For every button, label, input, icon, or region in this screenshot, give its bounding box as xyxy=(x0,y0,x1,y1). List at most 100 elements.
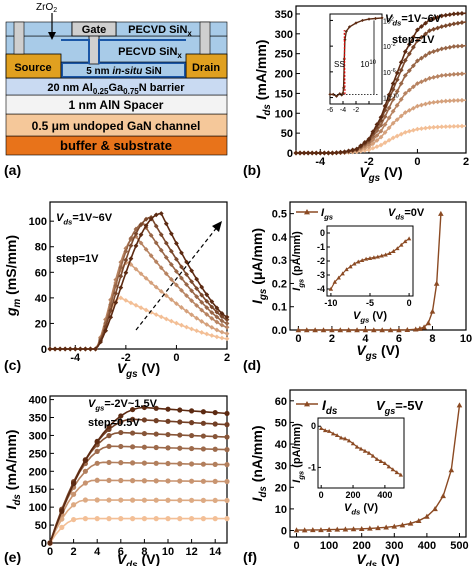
transfer-point xyxy=(390,108,396,114)
transfer-point xyxy=(402,91,408,96)
gm-point xyxy=(77,346,83,352)
output-point xyxy=(189,461,195,467)
inset-x-tick-label: 0 xyxy=(407,298,412,308)
inset-point xyxy=(373,16,378,21)
gm-point xyxy=(67,346,73,352)
ids-point xyxy=(350,526,357,532)
transfer-point xyxy=(419,55,424,61)
y-tick-label: 40 xyxy=(35,293,47,305)
inset-x-tick-label: 0 xyxy=(319,490,324,500)
transfer-point xyxy=(431,124,437,130)
transfer-point xyxy=(439,13,445,19)
transfer-point xyxy=(313,150,319,156)
inset-log-curve xyxy=(330,17,383,98)
legend-label: Igs xyxy=(321,207,334,221)
igs-point xyxy=(417,325,423,331)
y-tick-label: 30 xyxy=(275,461,287,473)
transfer-point xyxy=(410,44,416,50)
output-point xyxy=(141,497,147,503)
output-point xyxy=(141,478,147,484)
gm-point xyxy=(153,284,159,290)
gm-point xyxy=(163,293,169,298)
output-point xyxy=(177,478,183,484)
inset-point xyxy=(394,470,400,475)
gm-point xyxy=(204,331,210,337)
transfer-point xyxy=(427,17,432,23)
igs-point xyxy=(303,327,310,333)
gm-point xyxy=(204,298,210,304)
transfer-point xyxy=(366,144,372,150)
transfer-point xyxy=(451,98,457,103)
transfer-point xyxy=(410,105,416,111)
x-tick-label: 2 xyxy=(329,333,335,345)
gm-point xyxy=(113,277,119,283)
transfer-point xyxy=(455,123,461,129)
x-tick-label: 4 xyxy=(362,333,369,345)
ids-point xyxy=(326,526,332,532)
gm-point xyxy=(168,277,174,282)
inset-point xyxy=(342,436,348,441)
inset-x-tick-label: -2 xyxy=(353,107,359,114)
gm-point xyxy=(163,316,169,322)
output-point xyxy=(224,497,230,504)
igs-point xyxy=(371,327,377,333)
x-tick-label: 8 xyxy=(141,546,147,558)
y-tick-label: 50 xyxy=(281,128,293,140)
inset-point xyxy=(332,279,338,284)
igs-point xyxy=(379,327,385,333)
gm-point xyxy=(153,212,159,218)
output-point xyxy=(177,432,183,438)
transfer-point xyxy=(398,81,404,86)
gm-point xyxy=(214,334,220,340)
gm-point xyxy=(184,272,189,277)
output-point xyxy=(165,431,171,438)
gm-point xyxy=(179,275,184,281)
igs-point xyxy=(337,327,344,333)
gm-point xyxy=(179,305,184,310)
transfer-point xyxy=(390,120,396,126)
transfer-point xyxy=(410,84,416,90)
x-tick-label: 0 xyxy=(414,156,420,168)
ids-point xyxy=(391,523,398,529)
y-tick-label: 20 xyxy=(35,318,47,330)
output-point xyxy=(165,478,171,484)
output-point xyxy=(212,497,218,504)
y-tick-label: 40 xyxy=(275,439,287,451)
gm-point xyxy=(179,322,184,328)
igs-point xyxy=(320,327,327,333)
inset-point xyxy=(406,236,412,241)
gm-point xyxy=(103,328,109,334)
gm-point xyxy=(153,223,159,229)
gm-point xyxy=(123,270,129,276)
ids-point xyxy=(415,517,422,524)
inset-point xyxy=(374,456,380,461)
igs-point xyxy=(396,327,402,333)
transfer-point xyxy=(427,125,432,130)
x-tick-label: 10 xyxy=(162,546,174,558)
transfer-point xyxy=(402,129,408,135)
gm-point xyxy=(128,300,134,306)
y-tick-label: 0.2 xyxy=(272,278,287,290)
gm-point xyxy=(174,301,179,307)
ids-point xyxy=(424,513,430,519)
gm-point xyxy=(199,307,205,313)
x-tick-label: 8 xyxy=(429,333,435,345)
gm-point xyxy=(133,302,139,308)
output-point xyxy=(130,430,136,436)
igs-point xyxy=(404,326,411,333)
y-tick-label: 150 xyxy=(29,484,47,496)
transfer-point xyxy=(394,102,400,108)
plot-frame xyxy=(49,201,228,350)
transfer-point xyxy=(293,150,299,156)
transfer-point xyxy=(406,128,412,134)
gm-point xyxy=(133,231,139,237)
output-point xyxy=(200,409,206,415)
transfer-point xyxy=(423,53,428,58)
output-point xyxy=(177,497,183,503)
gm-point xyxy=(179,250,184,256)
output-point xyxy=(141,444,147,450)
y-tick-label: 150 xyxy=(275,88,293,100)
transfer-point xyxy=(402,49,408,55)
x-axis-label: Vds (V) xyxy=(117,551,160,566)
transfer-point xyxy=(325,150,331,156)
